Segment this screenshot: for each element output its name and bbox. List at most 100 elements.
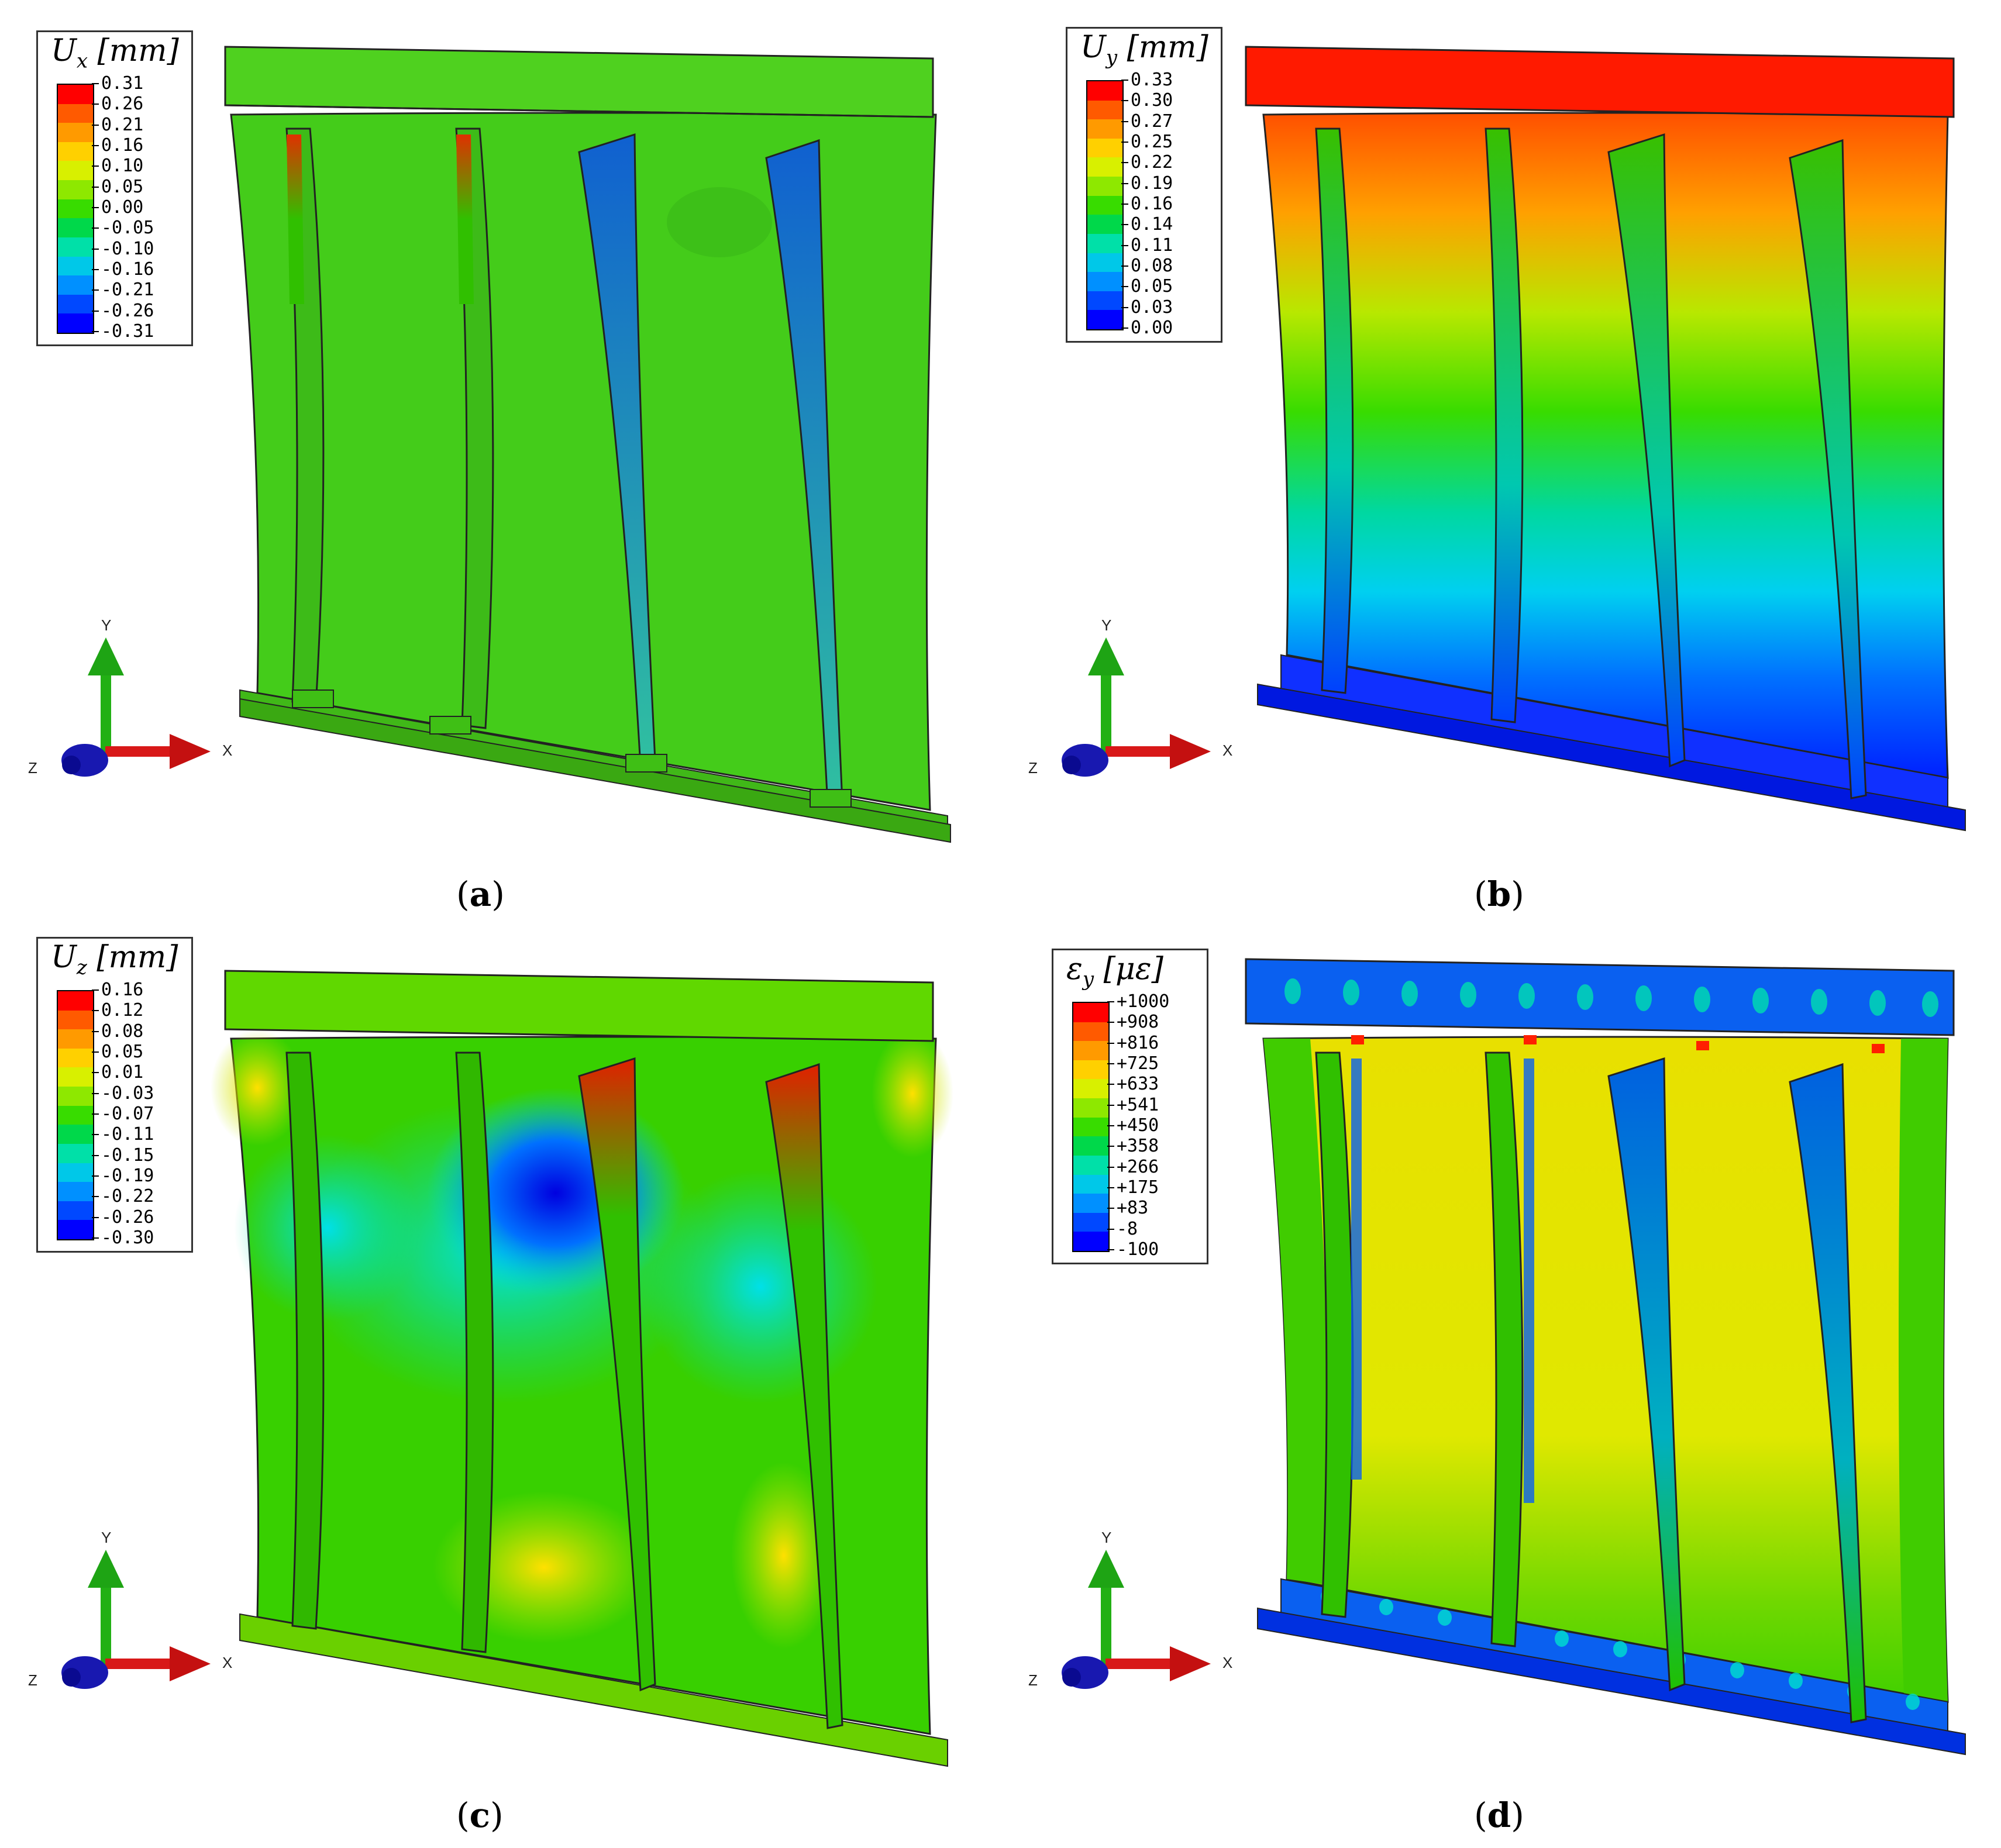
legend-tick-label: 0.11 <box>1131 235 1173 256</box>
legend-tick <box>92 1092 99 1094</box>
legend-tick <box>92 145 99 146</box>
fe-model-uz <box>211 970 953 1767</box>
legend-tick <box>92 1113 99 1115</box>
legend-tick-label: +266 <box>1117 1156 1159 1177</box>
y-axis-label: Y <box>101 1532 111 1546</box>
x-axis-label: X <box>222 1654 232 1671</box>
legend-tick <box>92 1072 99 1074</box>
caption-a: (a) <box>456 874 505 914</box>
legend-tick-label: -0.10 <box>101 238 154 259</box>
legend-tick-label: -8 <box>1117 1218 1138 1239</box>
legend-tick <box>1107 1022 1114 1023</box>
legend-tick <box>1121 244 1128 246</box>
legend-tick <box>1107 1042 1114 1044</box>
legend-swatch <box>1073 1060 1108 1080</box>
legend-tick <box>92 104 99 105</box>
legend-tick <box>92 1175 99 1177</box>
legend-tick <box>1107 1125 1114 1126</box>
z-axis-label: Z <box>1028 1671 1038 1689</box>
legend-tick-label: -0.22 <box>101 1186 154 1207</box>
legend-tick <box>1121 120 1128 122</box>
legend-tick <box>92 1134 99 1136</box>
legend-tick-label: 0.16 <box>101 135 144 156</box>
y-axis-label: Y <box>1101 1532 1111 1546</box>
axis-triad: Y X Z <box>28 620 232 777</box>
legend-tick-label: 0.10 <box>101 156 144 177</box>
panel-c: Uz [mm] 0.16 0.12 0.08 0.05 0.01 -0.03 -0.07 -0… <box>0 924 1000 1848</box>
legend-swatch <box>58 1067 93 1087</box>
legend-swatch <box>58 1105 93 1125</box>
legend-tick-label: 0.31 <box>101 73 144 94</box>
legend-uy: Uy [mm] 0.33 0.30 0.27 0.25 0.22 0.19 0.16 0.14… <box>1066 27 1222 343</box>
legend-tick-label: -0.31 <box>101 321 154 342</box>
legend-swatch <box>58 991 93 1011</box>
legend-tick-label: 0.05 <box>101 176 144 197</box>
legend-tick <box>92 124 99 126</box>
legend-swatch <box>1073 1212 1108 1232</box>
legend-tick <box>92 989 99 991</box>
legend-colorbar <box>57 990 94 1240</box>
legend-swatch <box>58 1143 93 1164</box>
legend-swatch <box>58 1182 93 1202</box>
legend-tick <box>1107 1104 1114 1106</box>
legend-tick <box>1107 1249 1114 1250</box>
legend-swatch <box>1087 138 1122 158</box>
legend-title-uy: Uy [mm] <box>1080 30 1208 70</box>
legend-tick <box>92 1237 99 1239</box>
legend-swatch <box>1087 233 1122 254</box>
legend-tick <box>1121 286 1128 288</box>
legend-tick-label: 0.26 <box>101 94 144 115</box>
legend-swatch <box>1073 1098 1108 1118</box>
legend-tick-label: 0.00 <box>101 197 144 218</box>
legend-tick-label: -0.26 <box>101 1206 154 1228</box>
legend-swatch <box>58 180 93 200</box>
legend-swatch <box>1087 81 1122 101</box>
legend-swatch <box>1073 1041 1108 1061</box>
legend-tick <box>1121 266 1128 267</box>
legend-swatch <box>1073 1232 1108 1251</box>
legend-tick <box>1107 1187 1114 1188</box>
legend-tick <box>1121 224 1128 226</box>
legend-swatch <box>58 275 93 295</box>
legend-swatch <box>1087 195 1122 215</box>
legend-swatch <box>58 1010 93 1030</box>
y-axis-label: Y <box>1101 620 1111 634</box>
x-axis-label: X <box>222 742 232 759</box>
legend-swatch <box>1087 272 1122 292</box>
legend-swatch <box>58 313 93 333</box>
legend-swatch <box>58 142 93 161</box>
legend-tick-label: -0.15 <box>101 1144 154 1166</box>
legend-tick <box>1107 1084 1114 1085</box>
panel-a: Ux [mm] 0.31 0.26 0.21 0.16 0.10 0.05 0.00 -0.0… <box>0 0 1000 924</box>
legend-tick <box>1107 1146 1114 1147</box>
legend-tick <box>1121 327 1128 329</box>
legend-tick <box>92 1030 99 1032</box>
legend-swatch <box>58 1087 93 1106</box>
legend-tick <box>1107 1208 1114 1209</box>
legend-tick-label: +908 <box>1117 1012 1159 1033</box>
axis-triad: Y X Z <box>1028 1532 1232 1689</box>
legend-tick <box>92 1051 99 1053</box>
x-axis-label: X <box>1222 1654 1232 1671</box>
panel-d: εy [με] +1000 +908 +816 +725 +633 +541 +450 +35… <box>1000 924 2000 1848</box>
legend-swatch <box>58 1125 93 1144</box>
legend-tick <box>1107 1001 1114 1002</box>
legend-tick-label: -0.16 <box>101 259 154 280</box>
legend-tick <box>1121 142 1128 143</box>
y-axis-label: Y <box>101 620 111 634</box>
legend-tick-label: 0.03 <box>1131 296 1173 318</box>
strain-spots-top <box>1284 978 1938 1017</box>
legend-swatch <box>1087 215 1122 235</box>
legend-tick-label: +633 <box>1117 1074 1159 1095</box>
legend-swatch <box>1087 253 1122 273</box>
legend-tick-label: -0.07 <box>101 1104 154 1124</box>
legend-tick <box>92 248 99 250</box>
legend-tick <box>1121 204 1128 205</box>
legend-tick-label: +175 <box>1117 1177 1159 1198</box>
legend-tick-label: +1000 <box>1117 991 1170 1012</box>
legend-tick <box>92 227 99 229</box>
legend-tick-label: 0.05 <box>1131 276 1173 297</box>
legend-swatch <box>1087 291 1122 311</box>
legend-tick-label: 0.33 <box>1131 70 1173 90</box>
legend-tick <box>1121 182 1128 184</box>
